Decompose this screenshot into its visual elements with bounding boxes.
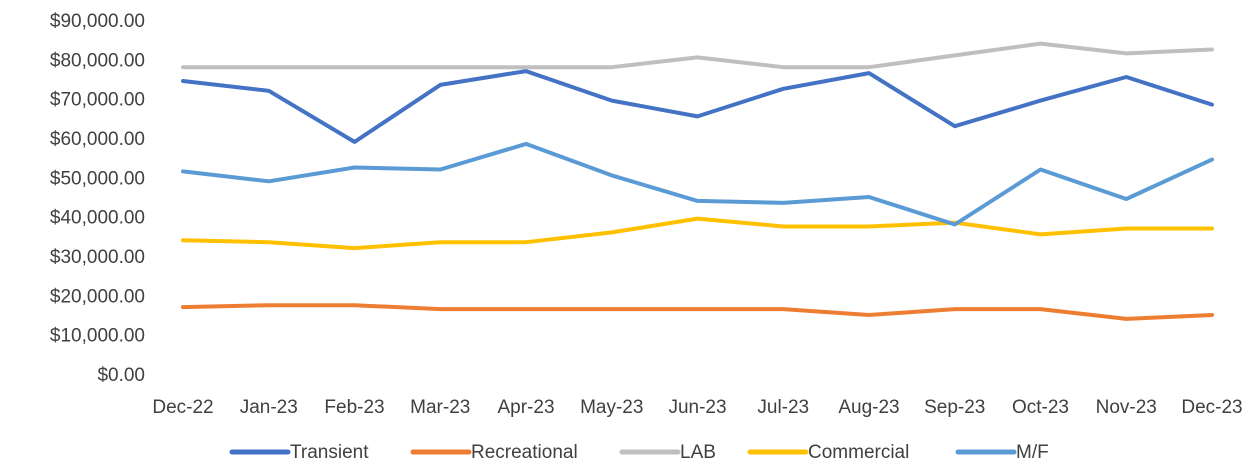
y-tick-label: $50,000.00 bbox=[50, 168, 145, 189]
x-tick-label: Mar-23 bbox=[410, 397, 470, 418]
y-tick-label: $90,000.00 bbox=[50, 11, 145, 32]
legend-label-lab: LAB bbox=[680, 442, 716, 463]
x-tick-label: Nov-23 bbox=[1096, 397, 1157, 418]
legend-item-recreational: Recreational bbox=[410, 442, 578, 463]
y-axis-tick-labels: $0.00 $10,000.00 $20,000.00 $30,000.00 $40,0… bbox=[50, 11, 145, 386]
x-tick-label: Apr-23 bbox=[497, 397, 554, 418]
legend-item-commercial: Commercial bbox=[747, 442, 909, 463]
x-tick-label: Sep-23 bbox=[924, 397, 985, 418]
x-tick-label: Jul-23 bbox=[757, 397, 809, 418]
legend-item-lab: LAB bbox=[619, 442, 716, 463]
y-tick-label: $10,000.00 bbox=[50, 326, 145, 347]
legend-label-commercial: Commercial bbox=[808, 442, 909, 463]
x-tick-label: May-23 bbox=[580, 397, 643, 418]
legend-label-m-f: M/F bbox=[1016, 442, 1049, 463]
series-line-m-f bbox=[181, 141, 1214, 227]
x-axis-tick-labels: Dec-22 Jan-23 Feb-23 Mar-23 Apr-23 May-23 Jun-… bbox=[152, 397, 1242, 418]
series-line-lab bbox=[181, 41, 1214, 70]
legend-item-m-f: M/F bbox=[955, 442, 1049, 463]
series-lines bbox=[181, 41, 1214, 321]
y-tick-label: $40,000.00 bbox=[50, 208, 145, 229]
series-line-transient bbox=[181, 69, 1214, 144]
legend-label-transient: Transient bbox=[290, 442, 369, 463]
x-tick-label: Jun-23 bbox=[668, 397, 726, 418]
legend-label-recreational: Recreational bbox=[471, 442, 578, 463]
x-tick-label: Jan-23 bbox=[240, 397, 298, 418]
y-tick-label: $20,000.00 bbox=[50, 286, 145, 307]
series-line-recreational bbox=[181, 303, 1214, 321]
series-line-commercial bbox=[181, 216, 1214, 251]
y-tick-label: $60,000.00 bbox=[50, 129, 145, 150]
x-tick-label: Aug-23 bbox=[838, 397, 899, 418]
x-tick-label: Dec-22 bbox=[152, 397, 213, 418]
y-tick-label: $70,000.00 bbox=[50, 90, 145, 111]
x-tick-label: Feb-23 bbox=[324, 397, 384, 418]
y-tick-label: $0.00 bbox=[97, 365, 145, 386]
x-tick-label: Dec-23 bbox=[1181, 397, 1242, 418]
legend: Transient Recreational LAB Commercial M/F bbox=[229, 442, 1049, 463]
legend-item-transient: Transient bbox=[229, 442, 369, 463]
y-tick-label: $80,000.00 bbox=[50, 50, 145, 71]
y-tick-label: $30,000.00 bbox=[50, 247, 145, 268]
x-tick-label: Oct-23 bbox=[1012, 397, 1069, 418]
